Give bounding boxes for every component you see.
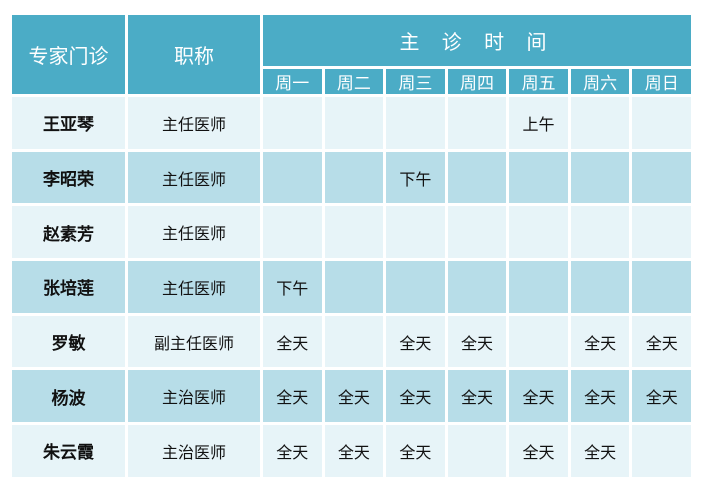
doctor-name: 王亚琴: [12, 97, 125, 149]
schedule-cell: 全天: [386, 315, 445, 368]
doctor-title: 主任医师: [128, 206, 260, 259]
schedule-cell: 全天: [386, 425, 445, 477]
header-expert: 专家门诊: [12, 15, 125, 94]
schedule-cell: 全天: [632, 370, 691, 423]
header-day: 周一: [263, 69, 322, 94]
schedule-cell: 全天: [324, 370, 384, 423]
schedule-cell: [632, 151, 691, 204]
header-day: 周日: [632, 69, 691, 94]
schedule-cell: 全天: [632, 315, 691, 368]
header-time: 主 诊 时 间: [263, 15, 691, 66]
schedule-cell: [632, 97, 691, 149]
header-day: 周二: [324, 69, 384, 94]
schedule-cell: 下午: [263, 261, 322, 313]
schedule-cell: [570, 261, 630, 313]
schedule-cell: 全天: [509, 370, 568, 423]
schedule-cell: 下午: [386, 151, 445, 204]
doctor-title: 主任医师: [128, 261, 260, 313]
schedule-cell: 全天: [263, 315, 322, 368]
schedule-cell: [447, 206, 507, 259]
schedule-cell: 全天: [263, 370, 322, 423]
schedule-cell: 全天: [570, 370, 630, 423]
schedule-cell: [632, 425, 691, 477]
schedule-cell: [509, 151, 568, 204]
schedule-cell: [570, 151, 630, 204]
header-day: 周六: [570, 69, 630, 94]
schedule-cell: [324, 261, 384, 313]
schedule-cell: [570, 206, 630, 259]
header-title: 职称: [128, 15, 260, 94]
header-day: 周四: [447, 69, 507, 94]
schedule-cell: [324, 206, 384, 259]
doctor-name: 杨波: [12, 370, 125, 423]
schedule-cell: [447, 425, 507, 477]
schedule-cell: [509, 315, 568, 368]
schedule-cell: 全天: [324, 425, 384, 477]
doctor-title: 主任医师: [128, 151, 260, 204]
schedule-cell: 全天: [509, 425, 568, 477]
schedule-cell: [324, 315, 384, 368]
header-day: 周三: [386, 69, 445, 94]
schedule-cell: [447, 261, 507, 313]
doctor-name: 朱云霞: [12, 425, 125, 477]
schedule-cell: [509, 261, 568, 313]
schedule-cell: [263, 97, 322, 149]
doctor-name: 张培莲: [12, 261, 125, 313]
doctor-title: 主任医师: [128, 97, 260, 149]
schedule-cell: [632, 206, 691, 259]
schedule-cell: [324, 151, 384, 204]
doctor-title: 副主任医师: [128, 315, 260, 368]
doctor-name: 李昭荣: [12, 151, 125, 204]
schedule-cell: 上午: [509, 97, 568, 149]
schedule-cell: 全天: [386, 370, 445, 423]
schedule-cell: 全天: [447, 315, 507, 368]
schedule-cell: 全天: [263, 425, 322, 477]
schedule-cell: [263, 151, 322, 204]
schedule-cell: [386, 97, 445, 149]
doctor-title: 主治医师: [128, 370, 260, 423]
schedule-cell: [263, 206, 322, 259]
schedule-cell: [570, 97, 630, 149]
schedule-cell: [324, 97, 384, 149]
schedule-cell: [386, 261, 445, 313]
schedule-cell: 全天: [570, 425, 630, 477]
schedule-cell: [386, 206, 445, 259]
doctor-name: 罗敏: [12, 315, 125, 368]
schedule-cell: [447, 97, 507, 149]
doctor-title: 主治医师: [128, 425, 260, 477]
schedule-table: 专家门诊 职称 主 诊 时 间 周一 周二 周三 周四 周五 周六 周日 王亚琴 主任医师 上午李…: [12, 15, 691, 477]
schedule-cell: 全天: [570, 315, 630, 368]
doctor-name: 赵素芳: [12, 206, 125, 259]
schedule-cell: [509, 206, 568, 259]
schedule-cell: 全天: [447, 370, 507, 423]
schedule-cell: [447, 151, 507, 204]
schedule-cell: [632, 261, 691, 313]
header-day: 周五: [509, 69, 568, 94]
